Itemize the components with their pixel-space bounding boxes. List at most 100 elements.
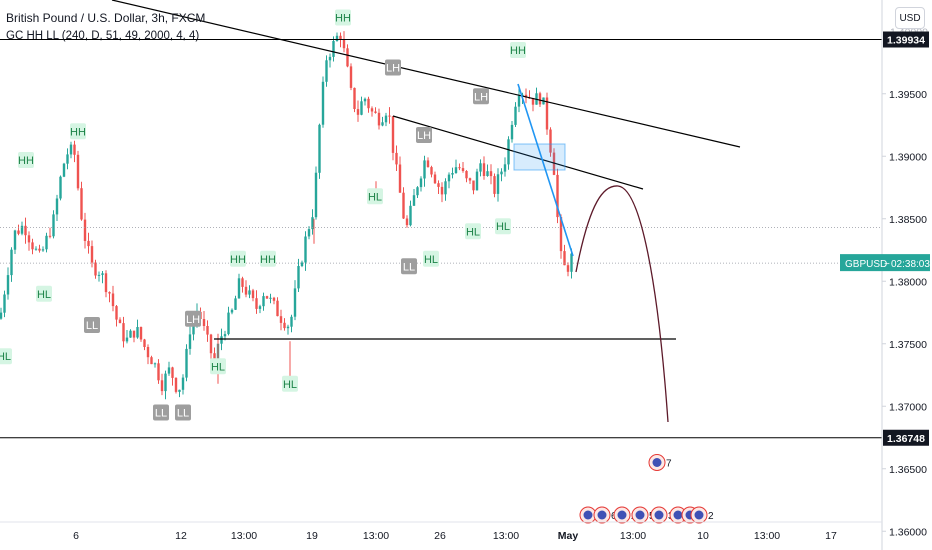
candle-body bbox=[409, 205, 412, 226]
x-tick-label: 13:00 bbox=[620, 530, 646, 542]
candle-body bbox=[416, 187, 419, 196]
candle-body bbox=[570, 253, 573, 272]
candle-body bbox=[496, 174, 500, 194]
y-tick-label: 1.37500 bbox=[889, 339, 927, 351]
candle-body bbox=[440, 186, 444, 195]
x-tick-label: 10 bbox=[697, 530, 709, 542]
candle-body bbox=[132, 330, 136, 338]
pivot-label-ll: LL bbox=[84, 317, 100, 333]
current-price-symbol: GBPUSD bbox=[845, 259, 887, 270]
candle-body bbox=[122, 323, 125, 342]
candle-body bbox=[164, 373, 167, 392]
candle-body bbox=[349, 66, 353, 88]
pivot-label-hl: HL bbox=[36, 285, 52, 302]
economic-event[interactable]: 2 bbox=[690, 506, 714, 524]
pivot-label-text: HL bbox=[496, 221, 510, 233]
pivot-label-ll: LL bbox=[153, 404, 169, 421]
pivot-label-text: HL bbox=[466, 226, 480, 238]
candle-body bbox=[188, 334, 192, 349]
candle-body bbox=[451, 173, 454, 175]
current-price-tag-bg bbox=[840, 254, 930, 272]
x-tick-label: 17 bbox=[825, 530, 837, 542]
candle-body bbox=[370, 108, 374, 112]
candle-body bbox=[206, 326, 209, 335]
candle-body bbox=[500, 171, 503, 175]
candle-body bbox=[426, 160, 430, 167]
candle-body bbox=[559, 217, 563, 252]
economic-event[interactable]: 8 bbox=[579, 506, 603, 524]
candle-body bbox=[318, 124, 321, 173]
candle-body bbox=[311, 217, 314, 230]
candle-body bbox=[465, 171, 468, 179]
y-tick-label: 1.36500 bbox=[889, 464, 927, 476]
currency-button[interactable]: USD bbox=[895, 7, 925, 29]
minor-trendline bbox=[392, 115, 644, 190]
event-count-label: 7 bbox=[666, 459, 672, 470]
pivot-label-text: LH bbox=[474, 91, 488, 103]
candle-body bbox=[59, 176, 62, 199]
candle-body bbox=[545, 97, 549, 130]
pivot-label-text: HH bbox=[510, 45, 526, 57]
candle-body bbox=[76, 154, 80, 189]
candle-body bbox=[381, 122, 384, 126]
candle-body bbox=[538, 93, 542, 105]
pivot-label-text: LL bbox=[177, 408, 189, 420]
pivot-label-bg bbox=[401, 258, 417, 275]
candle-body bbox=[108, 292, 111, 294]
pivot-label-bg bbox=[230, 250, 246, 267]
candle-body bbox=[90, 246, 94, 263]
indicator-legend[interactable]: GC HH LL (240, D, 51, 49, 2000, 4, 4) bbox=[6, 30, 200, 42]
pivot-label-bg bbox=[175, 404, 191, 421]
pivot-label-bg bbox=[367, 188, 383, 205]
candle-body bbox=[342, 39, 346, 49]
candle-body bbox=[286, 326, 290, 329]
event-flag-inner bbox=[617, 510, 627, 520]
pivot-label-hl: HL bbox=[0, 348, 12, 365]
candle-body bbox=[514, 106, 517, 125]
candle-body bbox=[48, 235, 52, 237]
candle-body bbox=[398, 164, 402, 193]
candle-body bbox=[227, 312, 230, 335]
candle-body bbox=[510, 124, 514, 140]
x-tick-label: 13:00 bbox=[231, 530, 257, 542]
candle-body bbox=[314, 172, 318, 218]
economic-event[interactable]: 7 bbox=[648, 454, 672, 471]
candle-body bbox=[384, 115, 388, 123]
x-tick-label: 19 bbox=[306, 530, 318, 542]
pivot-label-bg bbox=[423, 250, 439, 267]
candle-body bbox=[566, 265, 570, 272]
candle-body bbox=[17, 230, 20, 234]
candle-body bbox=[73, 144, 76, 155]
y-tick-label: 1.39500 bbox=[889, 89, 927, 101]
x-tick-label: 26 bbox=[434, 530, 446, 542]
candle-body bbox=[517, 95, 521, 107]
candle-body bbox=[395, 152, 398, 165]
event-count-label: 2 bbox=[708, 511, 714, 522]
candle-body bbox=[45, 235, 48, 250]
candle-body bbox=[255, 298, 258, 309]
candle-body bbox=[346, 48, 349, 67]
candle-body bbox=[332, 41, 335, 57]
event-flag-inner bbox=[597, 510, 607, 520]
candle-body bbox=[360, 101, 363, 115]
pivot-label-text: HL bbox=[37, 289, 51, 301]
candle-body bbox=[321, 81, 325, 125]
candle-body bbox=[223, 334, 227, 337]
candle-body bbox=[479, 163, 482, 172]
candle-body bbox=[181, 377, 185, 390]
pivot-label-bg bbox=[473, 88, 489, 105]
candle-body bbox=[87, 240, 90, 247]
pivot-label-lh: LH bbox=[185, 310, 201, 327]
candle-body bbox=[482, 163, 486, 176]
candle-body bbox=[489, 171, 493, 177]
candle-body bbox=[251, 290, 255, 299]
pivot-label-text: HH bbox=[70, 126, 86, 138]
candle-body bbox=[157, 363, 160, 381]
candle-body bbox=[521, 94, 524, 96]
pivot-label-text: HL bbox=[424, 254, 438, 266]
candle-body bbox=[0, 312, 3, 319]
candle-body bbox=[388, 115, 391, 117]
candle-body bbox=[143, 339, 146, 347]
